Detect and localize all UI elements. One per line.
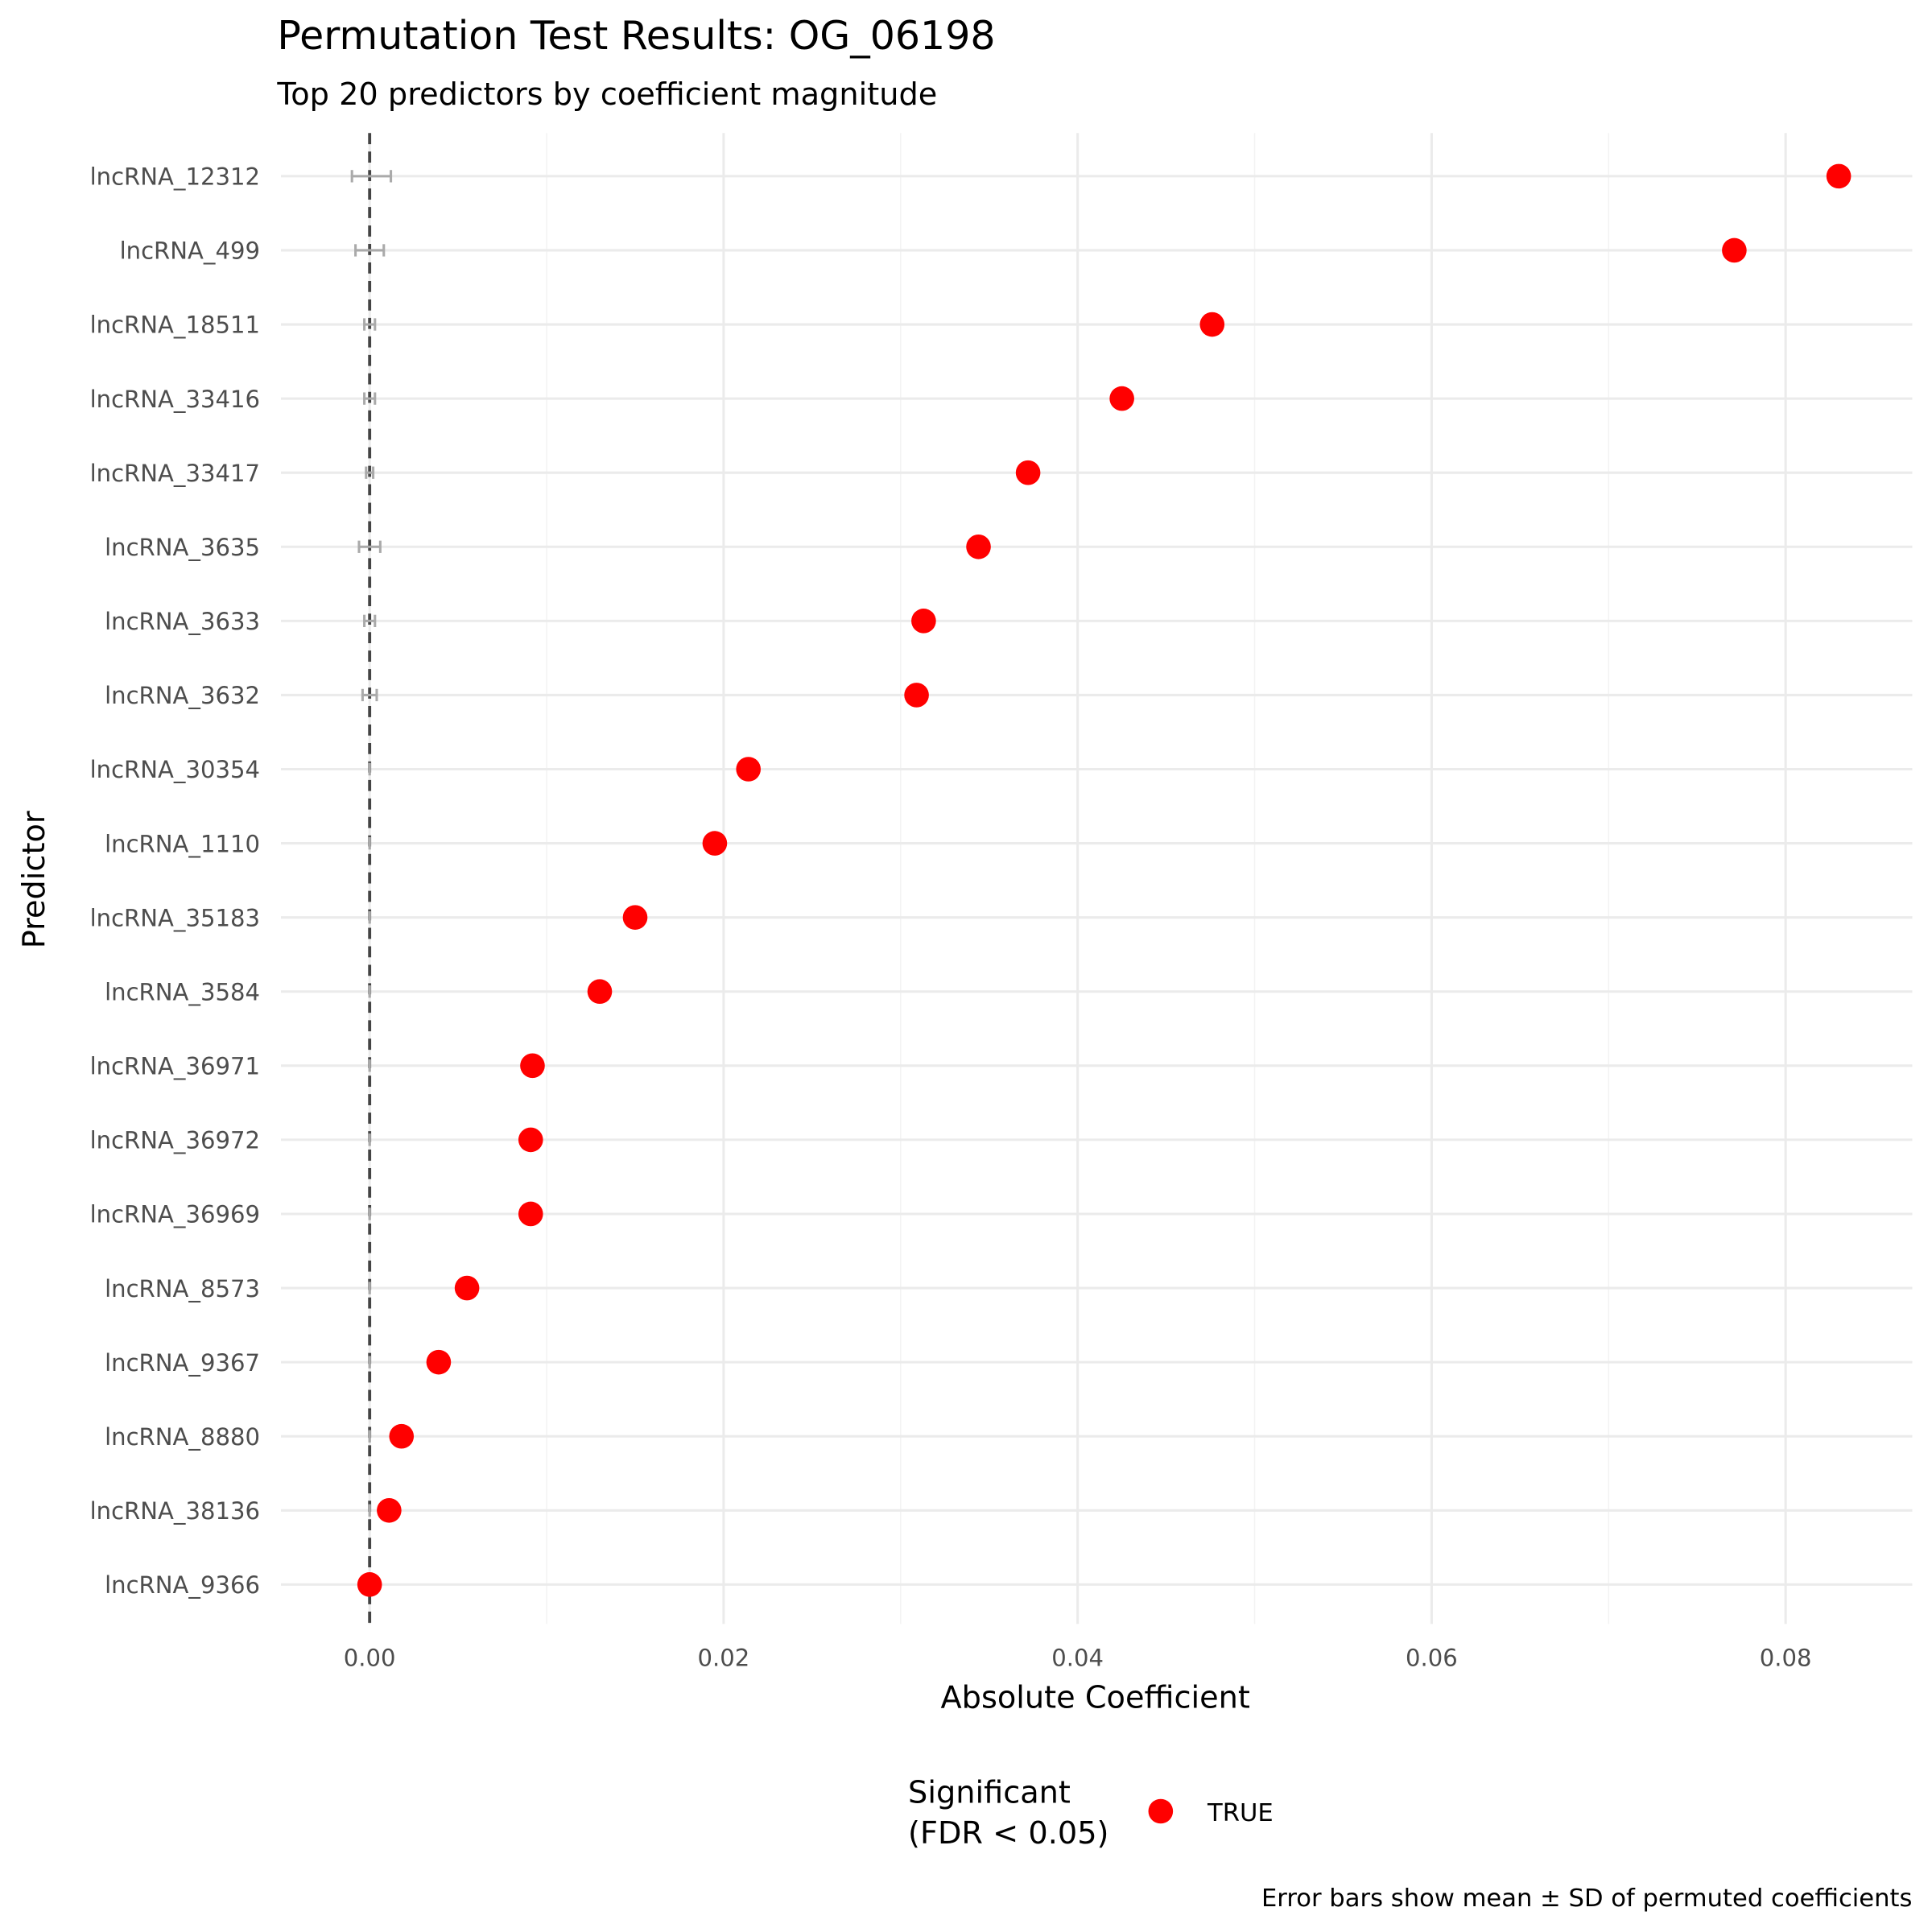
y-axis-title: Predictor [16,811,52,948]
y-tick-label: lncRNA_3633 [105,608,260,635]
y-tick-label: lncRNA_36969 [90,1201,260,1228]
data-point [622,905,648,930]
y-tick-label: lncRNA_18511 [90,312,260,339]
y-tick-label: lncRNA_8880 [105,1423,260,1451]
y-tick-label: lncRNA_9367 [105,1349,260,1377]
data-point [520,1053,545,1079]
error-bar [363,614,377,628]
data-point [587,979,613,1005]
data-point [1199,312,1225,337]
error-bar [357,540,382,553]
data-point [702,831,728,856]
error-bar [354,244,386,257]
y-tick-label: lncRNA_30354 [90,756,260,783]
x-axis-title: Absolute Coefficient [941,1679,1250,1715]
data-point [518,1201,543,1227]
data-point [426,1349,452,1375]
grid [280,133,1913,1624]
y-tick-label: lncRNA_33416 [90,386,260,413]
data-point [1109,386,1134,411]
error-bar [363,318,377,331]
x-tick-label: 0.08 [1760,1644,1812,1671]
error-bar [363,392,377,405]
legend-label-true: TRUE [1207,1799,1274,1827]
y-tick-label: lncRNA_35183 [90,904,260,931]
error-bar [350,170,393,183]
y-tick-label: lncRNA_12312 [90,163,260,191]
data-point [904,683,929,708]
data-point [1015,460,1041,485]
y-tick-label: lncRNA_3635 [105,534,260,561]
chart-caption: Error bars show mean ± SD of permuted co… [1261,1885,1913,1913]
chart-title: Permutation Test Results: OG_06198 [277,13,995,59]
error-bar [365,466,375,479]
data-point [911,609,936,634]
legend: Significant (FDR < 0.05) TRUE [908,1774,1274,1852]
y-tick-label: lncRNA_36972 [90,1127,260,1154]
y-tick-label: lncRNA_8573 [105,1275,260,1302]
y-tick-label: lncRNA_36971 [90,1053,260,1080]
data-point [389,1423,415,1449]
data-point [966,534,991,559]
legend-title-line2: (FDR < 0.05) [908,1815,1108,1852]
x-tick-label: 0.06 [1406,1644,1458,1671]
y-tick-label: lncRNA_499 [120,237,260,265]
x-tick-labels: 0.00 0.02 0.04 0.06 0.08 [344,1644,1812,1671]
y-tick-label: lncRNA_9366 [105,1571,260,1599]
y-tick-label: lncRNA_38136 [90,1497,260,1525]
y-tick-label: lncRNA_1110 [105,830,260,857]
data-point [1722,237,1747,263]
legend-title-line1: Significant [908,1774,1071,1810]
y-tick-label: lncRNA_33417 [90,460,260,487]
points [357,163,1852,1597]
y-tick-labels: lncRNA_12312 lncRNA_499 lncRNA_18511 lncRNA… [90,163,260,1599]
data-point [357,1572,382,1597]
x-tick-label: 0.02 [698,1644,750,1671]
error-bar [361,688,378,702]
y-tick-label: lncRNA_3584 [105,978,260,1005]
legend-key-true [1148,1798,1174,1824]
data-point [518,1127,543,1153]
error-bars [350,170,393,1591]
x-tick-label: 0.00 [344,1644,396,1671]
data-point [377,1497,402,1523]
chart-subtitle: Top 20 predictors by coefficient magnitu… [276,76,937,113]
data-point [736,757,762,782]
y-tick-label: lncRNA_3632 [105,682,260,709]
x-tick-label: 0.04 [1051,1644,1104,1671]
data-point [1826,163,1852,189]
data-point [454,1275,480,1301]
